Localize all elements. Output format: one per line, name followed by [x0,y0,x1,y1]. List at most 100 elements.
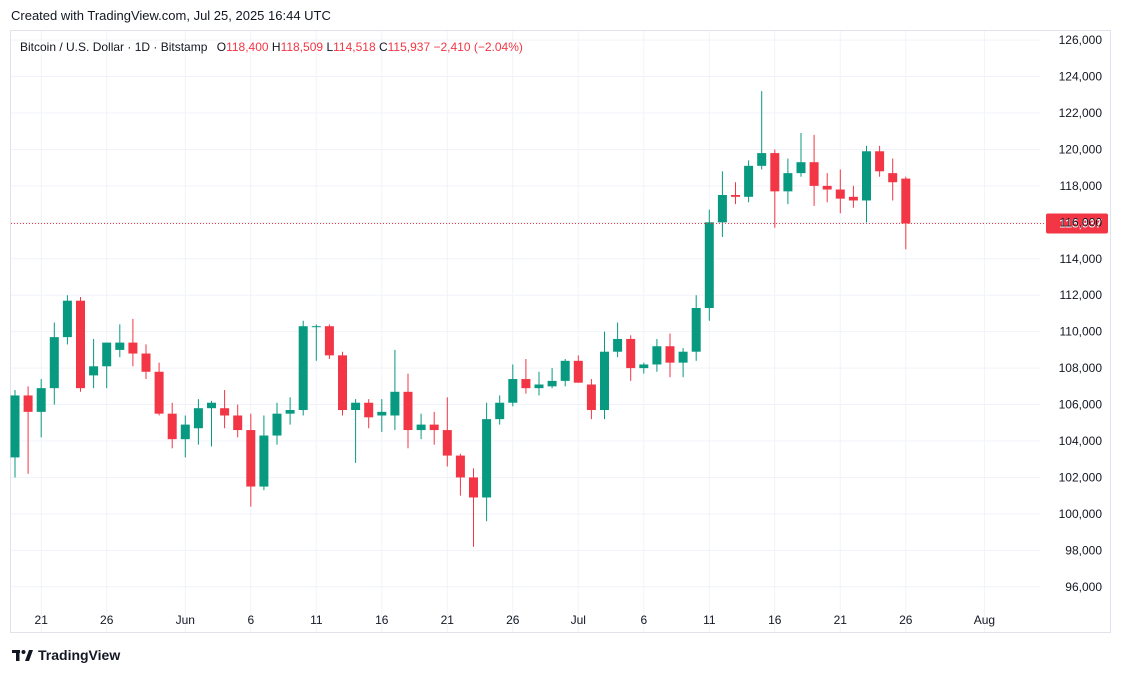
candle [508,364,518,407]
candle-body [259,435,269,487]
candle [875,145,885,177]
candle [783,158,793,205]
candle [770,149,780,228]
candle-body [731,195,740,197]
candle-body [783,173,793,192]
low-label: L [326,40,334,54]
candle [534,371,544,396]
price-tick-label: 110,000 [1060,325,1103,339]
candle [862,145,871,223]
candles [10,91,911,547]
price-axis[interactable]: 96,000 98,000 100,000 102,000 104,000 106,000… [1059,33,1103,594]
candle [691,295,701,361]
candle-body [298,326,308,411]
candle [390,349,400,431]
price-tick-label: 114,000 [1060,252,1103,266]
candle-body [233,415,243,431]
candle-body [757,153,767,166]
candle-body [285,410,295,414]
date-tick-label: 21 [834,613,848,627]
candle-body [207,402,216,409]
candle-body [390,391,400,416]
date-tick-label: 16 [375,613,389,627]
candle-body [613,338,623,352]
date-tick-label: 16 [768,613,782,627]
candle-body [377,411,387,416]
candle-body [744,165,754,197]
candle-body [717,195,727,223]
candle-body [534,384,544,389]
candle [180,415,190,458]
candle [573,355,583,383]
symbol-title: Bitcoin / U.S. Dollar · 1D · Bitstamp [20,40,208,54]
last-price-label: 115,937 [1059,216,1102,230]
candle [167,402,177,449]
candle-body [10,395,20,458]
candle [62,295,72,345]
price-tick-label: 100,000 [1059,507,1103,521]
candle-body [246,430,256,487]
candle [704,209,714,321]
candle-body [586,384,596,411]
candle [128,318,138,367]
high-label: H [271,40,281,54]
candle-body [89,366,99,376]
grid-lines [11,31,1040,632]
candle [888,158,898,201]
date-tick-label: 26 [899,613,913,627]
candle [377,399,387,432]
candle-body [560,360,570,381]
candle-body [652,346,662,365]
candle-body [62,300,72,338]
close-value: 115,937 [387,40,431,54]
date-tick-label: 21 [441,613,455,627]
candle-body [36,388,46,412]
candle-body [403,391,413,431]
candle [207,400,216,447]
candle [141,344,151,380]
candle [311,324,321,361]
candle-body [220,408,230,416]
export-watermark-header: Created with TradingView.com, Jul 25, 20… [11,8,331,23]
date-tick-label: Aug [974,613,995,627]
symbol-legend: Bitcoin / U.S. Dollar · 1D · Bitstamp O1… [20,40,523,54]
last-price-tag [1046,213,1108,234]
candle [193,399,203,445]
price-tick-label: 96,000 [1065,580,1102,594]
date-tick-label: 11 [310,613,323,627]
price-tick-label: 116,000 [1060,215,1103,229]
candle [822,173,832,203]
candle-body [875,151,885,172]
candle-body [822,185,832,190]
candle [455,453,465,496]
candle-body [600,351,609,411]
candle-body [128,342,138,354]
price-tick-label: 126,000 [1059,33,1103,47]
candle-body [167,413,177,440]
candle-body [770,153,780,192]
candle-body [364,402,374,418]
chart-frame[interactable] [10,30,1111,633]
time-axis[interactable]: 21 26 Jun 6 11 16 21 26 Jul 6 11 16 21 26 Aug [35,613,996,627]
candle-body [691,307,701,352]
candle [23,386,33,474]
candle-body [338,355,347,411]
candle [560,359,570,387]
candle-body [23,395,33,412]
candle [482,402,492,522]
candle [586,379,596,420]
candle [403,373,413,449]
candle [547,368,557,389]
candle [76,297,85,392]
candle [298,320,308,416]
price-tick-label: 106,000 [1059,398,1103,412]
high-value: 118,509 [280,40,324,54]
tradingview-brand: TradingView [38,647,121,663]
date-tick-label: 6 [640,613,647,627]
price-tick-label: 104,000 [1059,434,1103,448]
candle [731,182,740,205]
candle-body [508,379,518,403]
candle [613,322,623,358]
low-value: 114,518 [333,40,376,54]
